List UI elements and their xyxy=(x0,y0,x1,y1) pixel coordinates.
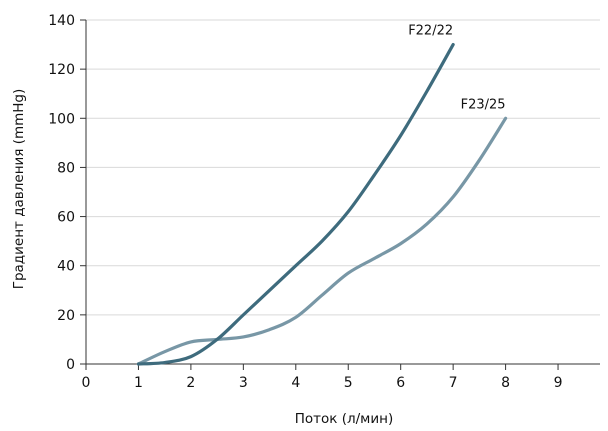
series-lines xyxy=(136,42,508,366)
series-label-f23-25: F23/25 xyxy=(461,97,506,112)
x-tick-label-6: 6 xyxy=(396,375,405,391)
x-tick-label-4: 4 xyxy=(291,375,300,391)
y-tick-label-20: 20 xyxy=(57,308,75,324)
x-tick-label-9: 9 xyxy=(554,375,563,391)
x-tick-label-0: 0 xyxy=(82,375,91,391)
y-tick-label-0: 0 xyxy=(66,357,75,373)
y-tick-label-120: 120 xyxy=(48,62,75,78)
x-tick-label-1: 1 xyxy=(134,375,143,391)
grid-lines xyxy=(86,19,600,316)
y-tick-label-60: 60 xyxy=(57,210,75,226)
y-tick-label-80: 80 xyxy=(57,160,75,176)
x-tick-label-7: 7 xyxy=(449,375,458,391)
y-tick-label-40: 40 xyxy=(57,259,75,275)
x-axis-title: Поток (л/мин) xyxy=(295,411,393,427)
axes xyxy=(85,20,600,365)
y-tick-label-100: 100 xyxy=(48,111,75,127)
x-tick-label-5: 5 xyxy=(344,375,353,391)
series-label-f22-22: F22/22 xyxy=(408,24,453,39)
series-line-f23-25 xyxy=(136,116,508,366)
x-tick-label-2: 2 xyxy=(186,375,195,391)
tick-labels: 0 20 40 60 80 100 120 140 0 1 2 3 4 5 6 7 8 9 xyxy=(48,13,562,391)
series-labels: F22/22 F23/25 xyxy=(408,24,505,113)
series-line-f22-22 xyxy=(136,42,455,366)
x-tick-label-3: 3 xyxy=(239,375,248,391)
y-axis-title: Градиент давления (mmHg) xyxy=(11,89,27,290)
y-tick-label-140: 140 xyxy=(48,13,75,29)
x-tick-label-8: 8 xyxy=(501,375,510,391)
